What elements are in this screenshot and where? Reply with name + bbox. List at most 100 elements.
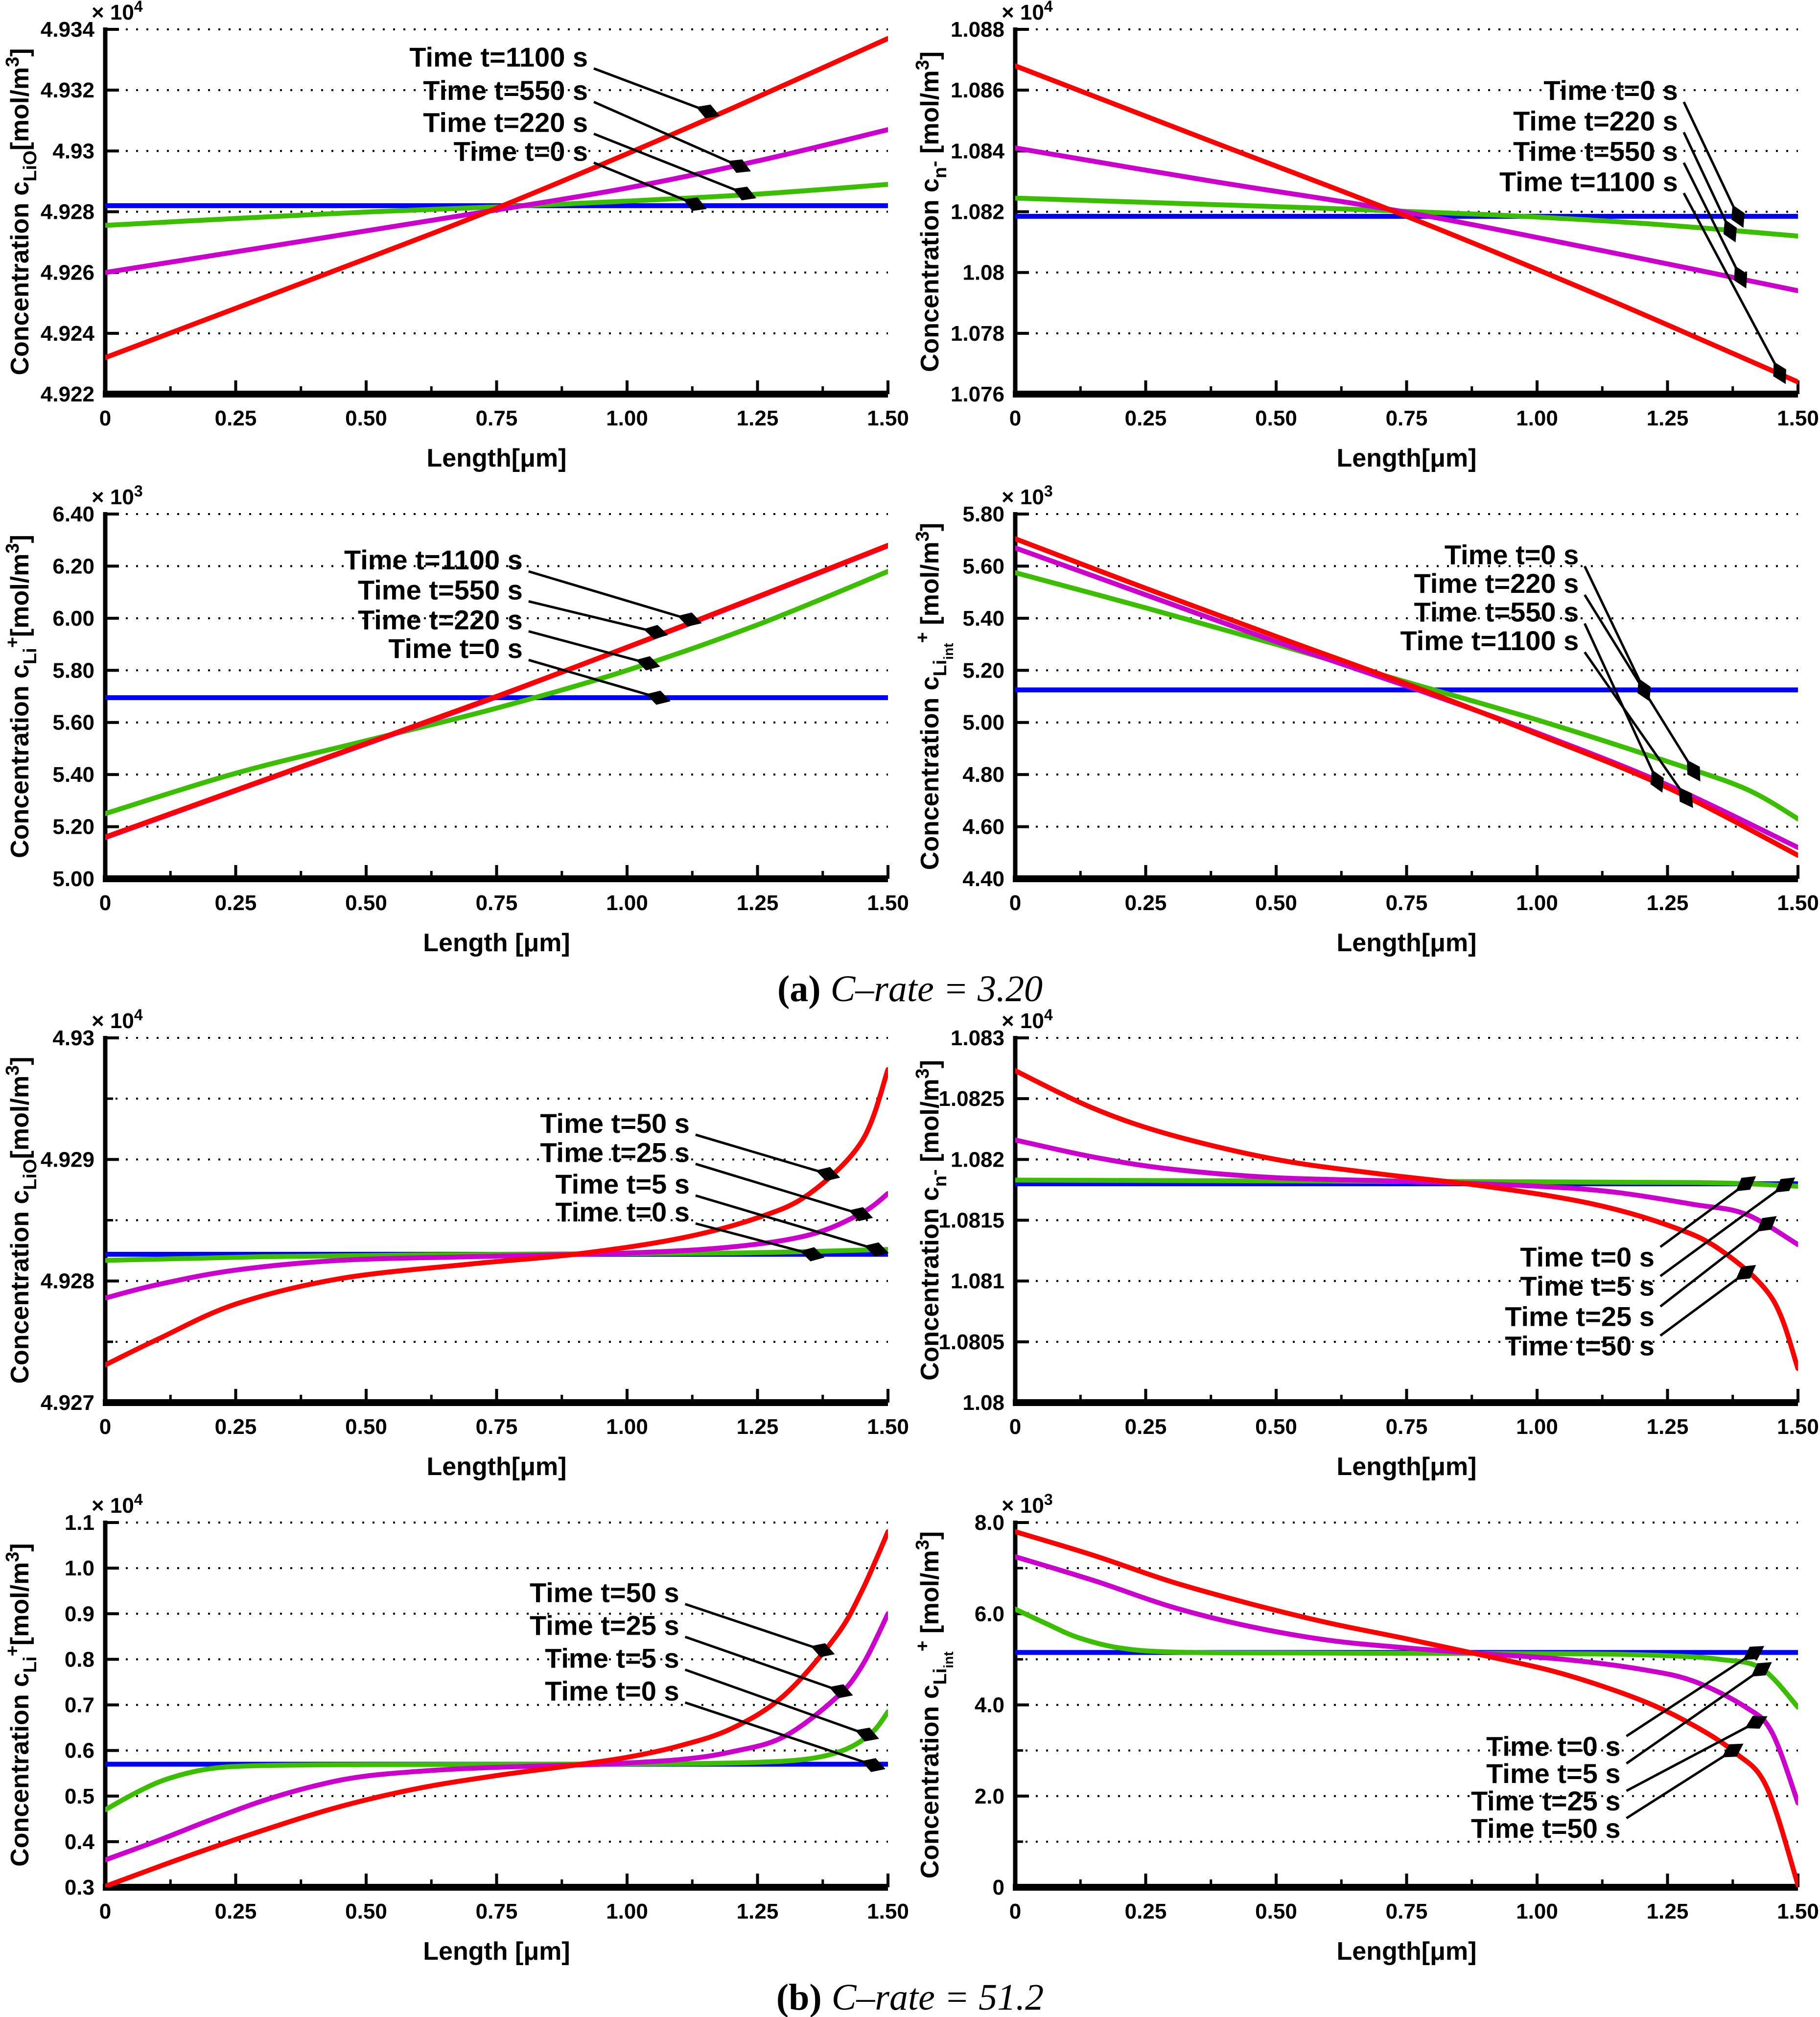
tick-labels: 1.076 1.078 1.08 1.082 1.084 1.086 1.088 0 0.25 0… <box>951 18 1819 430</box>
svg-text:0: 0 <box>1009 1415 1021 1439</box>
annotation-marker <box>1745 1715 1768 1729</box>
annotation-label: Time t=0 s <box>1520 1242 1654 1272</box>
series-line-time-t-1100-s <box>1015 536 1798 858</box>
y-axis-label: Concentration cLiint+ [mol/m3] <box>912 523 956 870</box>
svg-text:1.50: 1.50 <box>867 1900 909 1923</box>
series-line-time-t-50-s <box>1015 1068 1798 1371</box>
svg-text:4.40: 4.40 <box>962 867 1004 891</box>
svg-text:1.25: 1.25 <box>1647 1415 1689 1439</box>
svg-text:5.60: 5.60 <box>962 554 1004 578</box>
svg-text:0.75: 0.75 <box>1386 891 1428 915</box>
svg-text:1.25: 1.25 <box>737 406 779 430</box>
svg-text:0.50: 0.50 <box>345 891 387 915</box>
svg-text:0: 0 <box>1009 406 1021 430</box>
svg-text:1.078: 1.078 <box>951 322 1004 346</box>
x-axis-label: Length[μm] <box>427 1453 567 1481</box>
svg-text:0.25: 0.25 <box>1125 1415 1167 1439</box>
svg-text:0.8: 0.8 <box>65 1647 94 1671</box>
y-axis-label: Concentration cn- [mol/m3] <box>912 1060 951 1381</box>
annotation-marker <box>643 625 668 639</box>
annotation-marker <box>1731 205 1745 228</box>
annotation-marker <box>861 1758 886 1772</box>
annotation-label: Time t=220 s <box>1513 105 1678 136</box>
annotation-marker <box>732 187 757 201</box>
svg-text:4.93: 4.93 <box>52 1026 94 1050</box>
gridlines <box>1015 1037 1798 1404</box>
svg-text:1.0805: 1.0805 <box>938 1330 1004 1354</box>
svg-text:0.50: 0.50 <box>1255 1900 1297 1923</box>
series-line-time-t-220-s <box>105 569 888 816</box>
svg-text:1.50: 1.50 <box>1777 1900 1819 1923</box>
tick-labels: 4.922 4.924 4.926 4.928 4.93 4.932 4.934 0 0.25 0… <box>41 18 909 430</box>
annotation-label: Time t=1100 s <box>1499 166 1678 197</box>
svg-text:5.40: 5.40 <box>52 763 94 787</box>
annotation-label: Time t=5 s <box>545 1643 679 1674</box>
svg-text:1.50: 1.50 <box>867 1415 909 1439</box>
annotation-marker <box>635 656 660 671</box>
annotation-marker <box>811 1643 835 1657</box>
svg-text:1.0825: 1.0825 <box>938 1087 1004 1111</box>
svg-text:0: 0 <box>99 1415 111 1439</box>
series-line-time-t-550-s <box>1015 145 1798 293</box>
annotation-label: Time t=5 s <box>1486 1758 1620 1789</box>
svg-text:1.076: 1.076 <box>951 382 1004 406</box>
svg-text:0.50: 0.50 <box>1255 406 1297 430</box>
svg-text:0: 0 <box>99 891 111 915</box>
gridlines <box>105 1037 888 1404</box>
tick-labels: 1.08 1.0805 1.081 1.0815 1.082 1.0825 1.083 0 0.… <box>938 1026 1819 1439</box>
axis-ticks <box>1014 513 1799 880</box>
annotation-marker <box>677 612 702 627</box>
y-axis-label: Concentration cLi+[mol/m3] <box>2 535 41 858</box>
chart-a-concentration-cli: Time t=1100 s Time t=550 s Time t=220 s Tim… <box>0 482 910 969</box>
svg-text:0.4: 0.4 <box>65 1830 95 1854</box>
svg-text:1.00: 1.00 <box>1516 891 1558 915</box>
annotation-label: Time t=220 s <box>358 605 523 635</box>
svg-text:4.926: 4.926 <box>41 261 94 285</box>
annotation-marker <box>1735 1176 1756 1192</box>
series-group <box>1015 1529 1798 1887</box>
axis-exponent: × 104 <box>92 1493 143 1518</box>
svg-text:6.0: 6.0 <box>975 1602 1004 1626</box>
svg-text:0.25: 0.25 <box>1125 406 1167 430</box>
annotation-marker <box>1751 1662 1772 1677</box>
svg-text:5.60: 5.60 <box>52 711 94 735</box>
section-a-grid: Time t=1100 s Time t=550 s Time t=220 s Tim… <box>0 0 1820 969</box>
annotation-marker <box>1687 760 1701 782</box>
svg-text:0.50: 0.50 <box>345 1415 387 1439</box>
gridlines <box>1015 1522 1798 1888</box>
caption-a-text: C–rate = 3.20 <box>830 968 1043 1009</box>
svg-text:4.927: 4.927 <box>41 1391 94 1415</box>
series-group <box>105 36 888 360</box>
series-line-time-t-50-s <box>105 1067 888 1368</box>
svg-text:4.0: 4.0 <box>975 1693 1004 1717</box>
svg-text:0: 0 <box>1009 1900 1021 1923</box>
annotation-marker <box>855 1727 879 1742</box>
svg-text:6.40: 6.40 <box>52 502 94 526</box>
svg-text:0.75: 0.75 <box>1386 406 1428 430</box>
svg-text:1.50: 1.50 <box>1777 406 1819 430</box>
annotation-label: Time t=0 s <box>1486 1731 1620 1761</box>
annotation-label: Time t=550 s <box>1414 597 1579 628</box>
tick-labels: 0.3 0.4 0.5 0.6 0.7 0.8 0.9 1.0 1.1 0 0.25 0.50 0.75… <box>65 1511 909 1923</box>
chart-b-concentration-cli-int: Time t=0 s Time t=5 s Time t=25 s Time t=50… <box>910 1491 1820 1978</box>
annotation-marker <box>1774 1177 1796 1193</box>
annotation-label: Time t=0 s <box>388 633 522 664</box>
svg-text:1.25: 1.25 <box>1647 406 1689 430</box>
annotation-label: Time t=1100 s <box>1400 625 1579 656</box>
svg-text:1.00: 1.00 <box>1516 1900 1558 1923</box>
annotation-marker <box>800 1247 825 1262</box>
annotation-label: Time t=25 s <box>540 1137 690 1168</box>
series-group <box>1015 63 1798 385</box>
svg-text:4.928: 4.928 <box>41 1269 94 1293</box>
tick-labels: 5.00 5.20 5.40 5.60 5.80 6.00 6.20 6.40 0 0.25 0.5… <box>52 502 909 915</box>
x-axis-label: Length[μm] <box>1337 929 1477 957</box>
annotation-marker <box>1773 361 1786 384</box>
svg-text:4.922: 4.922 <box>41 382 94 406</box>
axis-exponent: × 103 <box>1002 485 1053 509</box>
